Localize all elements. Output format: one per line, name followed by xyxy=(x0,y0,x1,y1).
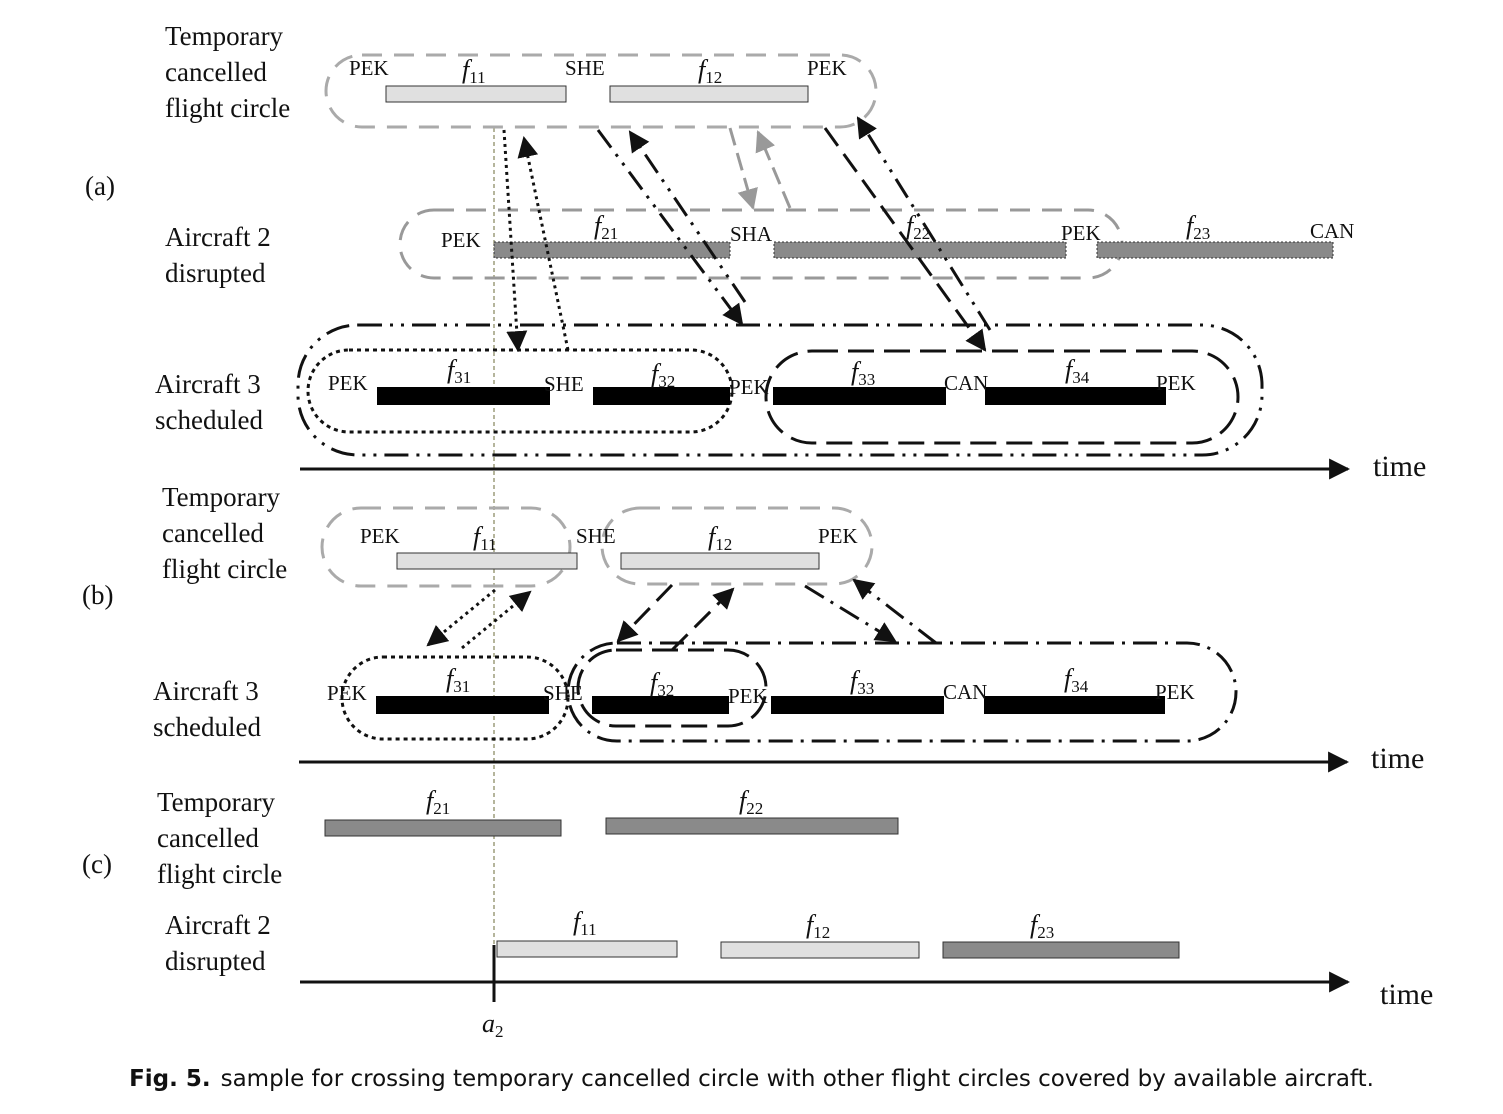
arrow-a-up-3 xyxy=(755,130,792,209)
circle-a-aircraft3-outer xyxy=(296,323,1264,457)
airport-label: CAN xyxy=(943,680,987,704)
flight-label: f31 xyxy=(446,664,470,696)
arrow-a-up-4 xyxy=(856,116,992,331)
circle-b-f31 xyxy=(340,655,570,741)
flight-label: f11 xyxy=(573,907,597,939)
bar-a-f12 xyxy=(609,85,809,103)
flight-label: f32 xyxy=(650,668,674,700)
flight-label: f34 xyxy=(1064,664,1089,696)
airport-label: SHE xyxy=(543,681,583,705)
airport-label: SHE xyxy=(565,56,605,80)
airport-label: PEK xyxy=(441,228,481,252)
flight-label: f33 xyxy=(850,666,874,698)
figure-caption: Fig. 5. sample for crossing temporary can… xyxy=(0,1066,1503,1092)
airport-label: PEK xyxy=(328,371,368,395)
flight-label: f11 xyxy=(462,55,486,87)
circle-b-f12 xyxy=(600,506,874,586)
arrow-b-down-3 xyxy=(804,584,897,643)
flight-label: f23 xyxy=(1030,910,1054,942)
airport-label: PEK xyxy=(327,681,367,705)
circle-b-f11 xyxy=(320,506,572,588)
bar-b-f31 xyxy=(376,696,549,714)
bar-a-f33 xyxy=(773,387,946,405)
airport-label: CAN xyxy=(1310,219,1354,243)
flight-label: f12 xyxy=(708,522,732,554)
arrow-b-down-1 xyxy=(426,588,496,647)
circle-b-f32-f34 xyxy=(566,641,1238,743)
airport-label: SHA xyxy=(730,222,773,246)
flight-label: f21 xyxy=(594,211,618,243)
airport-label: PEK xyxy=(349,56,389,80)
airport-label: PEK xyxy=(807,56,847,80)
row-label-c-cancelled: Temporary cancelled flight circle xyxy=(157,787,282,889)
airport-label: SHE xyxy=(576,524,616,548)
row-label-b-aircraft3: Aircraft 3 scheduled xyxy=(153,676,265,742)
flight-label: f11 xyxy=(473,522,497,554)
bar-a-f11 xyxy=(385,85,567,103)
flight-label: f21 xyxy=(426,786,450,818)
panel-b-label: (b) xyxy=(82,580,113,610)
flight-label: f34 xyxy=(1065,355,1090,387)
flight-label: f33 xyxy=(851,357,875,389)
arrow-b-up-1 xyxy=(461,590,532,650)
row-label-a-cancelled: Temporary cancelled flight circle xyxy=(165,21,290,123)
bar-c-f22 xyxy=(605,817,899,835)
bar-c-f12 xyxy=(720,941,920,959)
row-label-a-aircraft2: Aircraft 2 disrupted xyxy=(165,222,277,288)
airport-label: PEK xyxy=(1156,371,1196,395)
bar-b-f33 xyxy=(771,696,944,714)
arrow-a-down-1 xyxy=(502,129,528,353)
row-label-b-cancelled: Temporary cancelled flight circle xyxy=(162,482,287,584)
bar-c-f21 xyxy=(324,819,562,837)
bar-b-f12 xyxy=(620,552,820,570)
bar-a-f34 xyxy=(985,387,1166,405)
bar-b-f34 xyxy=(984,696,1165,714)
bar-a-f31 xyxy=(377,387,550,405)
time-axis-label: time xyxy=(1373,450,1426,483)
airport-label: PEK xyxy=(1061,221,1101,245)
circle-a-cancelled xyxy=(324,53,878,129)
airport-label: SHE xyxy=(544,372,584,396)
airport-label: PEK xyxy=(360,524,400,548)
flight-label: f32 xyxy=(651,359,675,391)
airport-label: PEK xyxy=(1155,680,1195,704)
arrow-b-up-3 xyxy=(852,578,937,645)
flight-label: f12 xyxy=(698,55,722,87)
flight-label: f12 xyxy=(806,910,830,942)
arrow-a-down-2 xyxy=(596,129,744,326)
bar-b-f32 xyxy=(592,696,729,714)
bar-c-f11 xyxy=(496,940,678,958)
time-axis-label: time xyxy=(1380,978,1433,1011)
time-axis-label: time xyxy=(1371,742,1424,775)
bar-a-f32 xyxy=(593,387,730,405)
bar-a-f21 xyxy=(493,241,731,259)
airport-label: PEK xyxy=(818,524,858,548)
arrow-a-up-2 xyxy=(628,130,747,303)
arrow-a-down-4 xyxy=(823,127,987,352)
flight-label: f23 xyxy=(1186,211,1210,243)
row-label-c-aircraft2: Aircraft 2 disrupted xyxy=(165,910,277,976)
bar-a-f23 xyxy=(1096,241,1334,259)
flight-label: f31 xyxy=(447,355,471,387)
caption-text: sample for crossing temporary cancelled … xyxy=(220,1066,1374,1092)
bar-b-f11 xyxy=(396,552,578,570)
panel-a-label: (a) xyxy=(85,171,115,201)
airport-label: PEK xyxy=(729,375,769,399)
arrow-b-up-2 xyxy=(670,587,735,652)
panel-c-label: (c) xyxy=(82,849,112,879)
airport-label: CAN xyxy=(944,371,988,395)
a2-marker-label: a2 xyxy=(482,1009,504,1041)
circle-a-f33f34 xyxy=(764,349,1240,445)
caption-label: Fig. 5. xyxy=(129,1066,211,1092)
flight-label: f22 xyxy=(739,786,763,818)
arrow-a-up-1 xyxy=(517,135,570,351)
airport-label: PEK xyxy=(728,684,768,708)
row-label-a-aircraft3: Aircraft 3 scheduled xyxy=(155,369,267,435)
bar-c-f23 xyxy=(942,941,1180,959)
bar-a-f22 xyxy=(773,241,1067,259)
arrow-a-down-3 xyxy=(728,127,758,211)
arrow-b-down-2 xyxy=(616,583,674,643)
